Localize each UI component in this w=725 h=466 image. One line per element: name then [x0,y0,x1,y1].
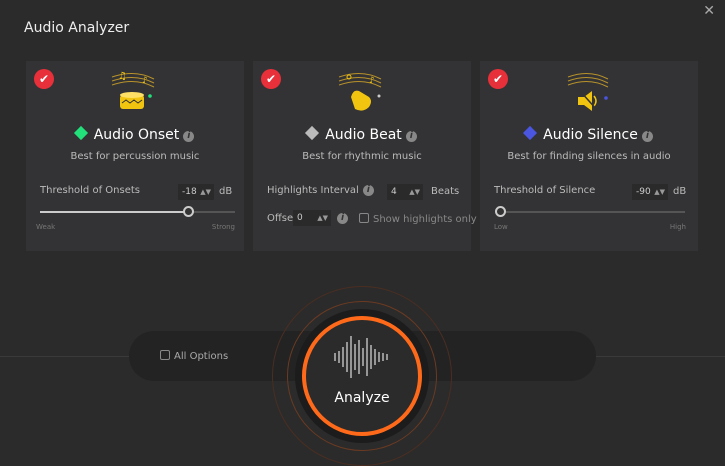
diamond-icon [73,125,88,141]
threshold-slider[interactable] [40,206,235,217]
threshold-slider[interactable] [495,206,685,217]
card-audio-onset[interactable]: ✔ ♫ ♪ Audio Onset i Best for percussion mu… [26,61,244,251]
offset-label: Offset [267,213,298,224]
checkmark-icon[interactable]: ✔ [34,69,54,89]
muted-speaker-icon [567,73,609,112]
threshold-stepper[interactable]: -90 ▲▼ [632,184,668,200]
card-description: Best for rhythmic music [302,151,422,162]
close-icon[interactable]: ✕ [703,3,715,19]
threshold-stepper[interactable]: -18 ▲▼ [178,184,214,200]
card-audio-beat[interactable]: ✔ ♪ Audio Beat i Best for rhythmic music … [253,61,477,251]
info-icon[interactable]: i [337,213,348,224]
checkmark-icon[interactable]: ✔ [488,69,508,89]
unit-label: dB [673,186,687,197]
slider-thumb[interactable] [183,206,195,217]
drum-icon: ♫ ♪ [111,71,155,109]
info-icon[interactable]: i [362,185,374,196]
interval-label: Highlights Interval i [267,185,374,196]
max-label: Strong [211,223,235,231]
all-options-checkbox[interactable]: All Options [160,350,228,362]
diamond-icon [523,125,538,141]
max-label: High [669,223,686,231]
show-highlights-checkbox[interactable]: Show highlights only [359,213,477,225]
card-title: Audio Onset i [26,125,244,143]
svg-text:♪: ♪ [142,76,148,86]
min-label: Weak [36,223,56,231]
interval-stepper[interactable]: 4 ▲▼ [387,184,423,200]
info-icon[interactable]: i [641,131,653,142]
card-audio-silence[interactable]: ✔ Audio Silence i Best for finding silenc… [480,61,698,251]
unit-label: Beats [431,186,460,197]
waveform-icon [334,336,388,378]
slider-thumb[interactable] [495,206,506,217]
unit-label: dB [219,186,233,197]
threshold-label: Threshold of Onsets [40,185,140,196]
dialog-title: Audio Analyzer [24,20,130,36]
threshold-label: Threshold of Silence [494,185,596,196]
card-description: Best for percussion music [70,151,200,162]
min-label: Low [494,223,508,231]
diamond-icon [305,125,320,141]
info-icon[interactable]: i [183,131,195,142]
info-icon[interactable]: i [405,131,417,142]
svg-text:♫: ♫ [118,71,127,82]
card-title: Audio Beat i [253,125,471,143]
clapping-hands-icon: ♪ [338,73,382,111]
analyze-label: Analyze [334,390,390,406]
card-description: Best for finding silences in audio [507,151,671,162]
offset-stepper[interactable]: 0 ▲▼ [293,210,331,226]
card-title: Audio Silence i [480,125,698,143]
checkmark-icon[interactable]: ✔ [261,69,281,89]
svg-text:♪: ♪ [369,76,375,86]
analyze-button[interactable]: Analyze [302,316,422,436]
